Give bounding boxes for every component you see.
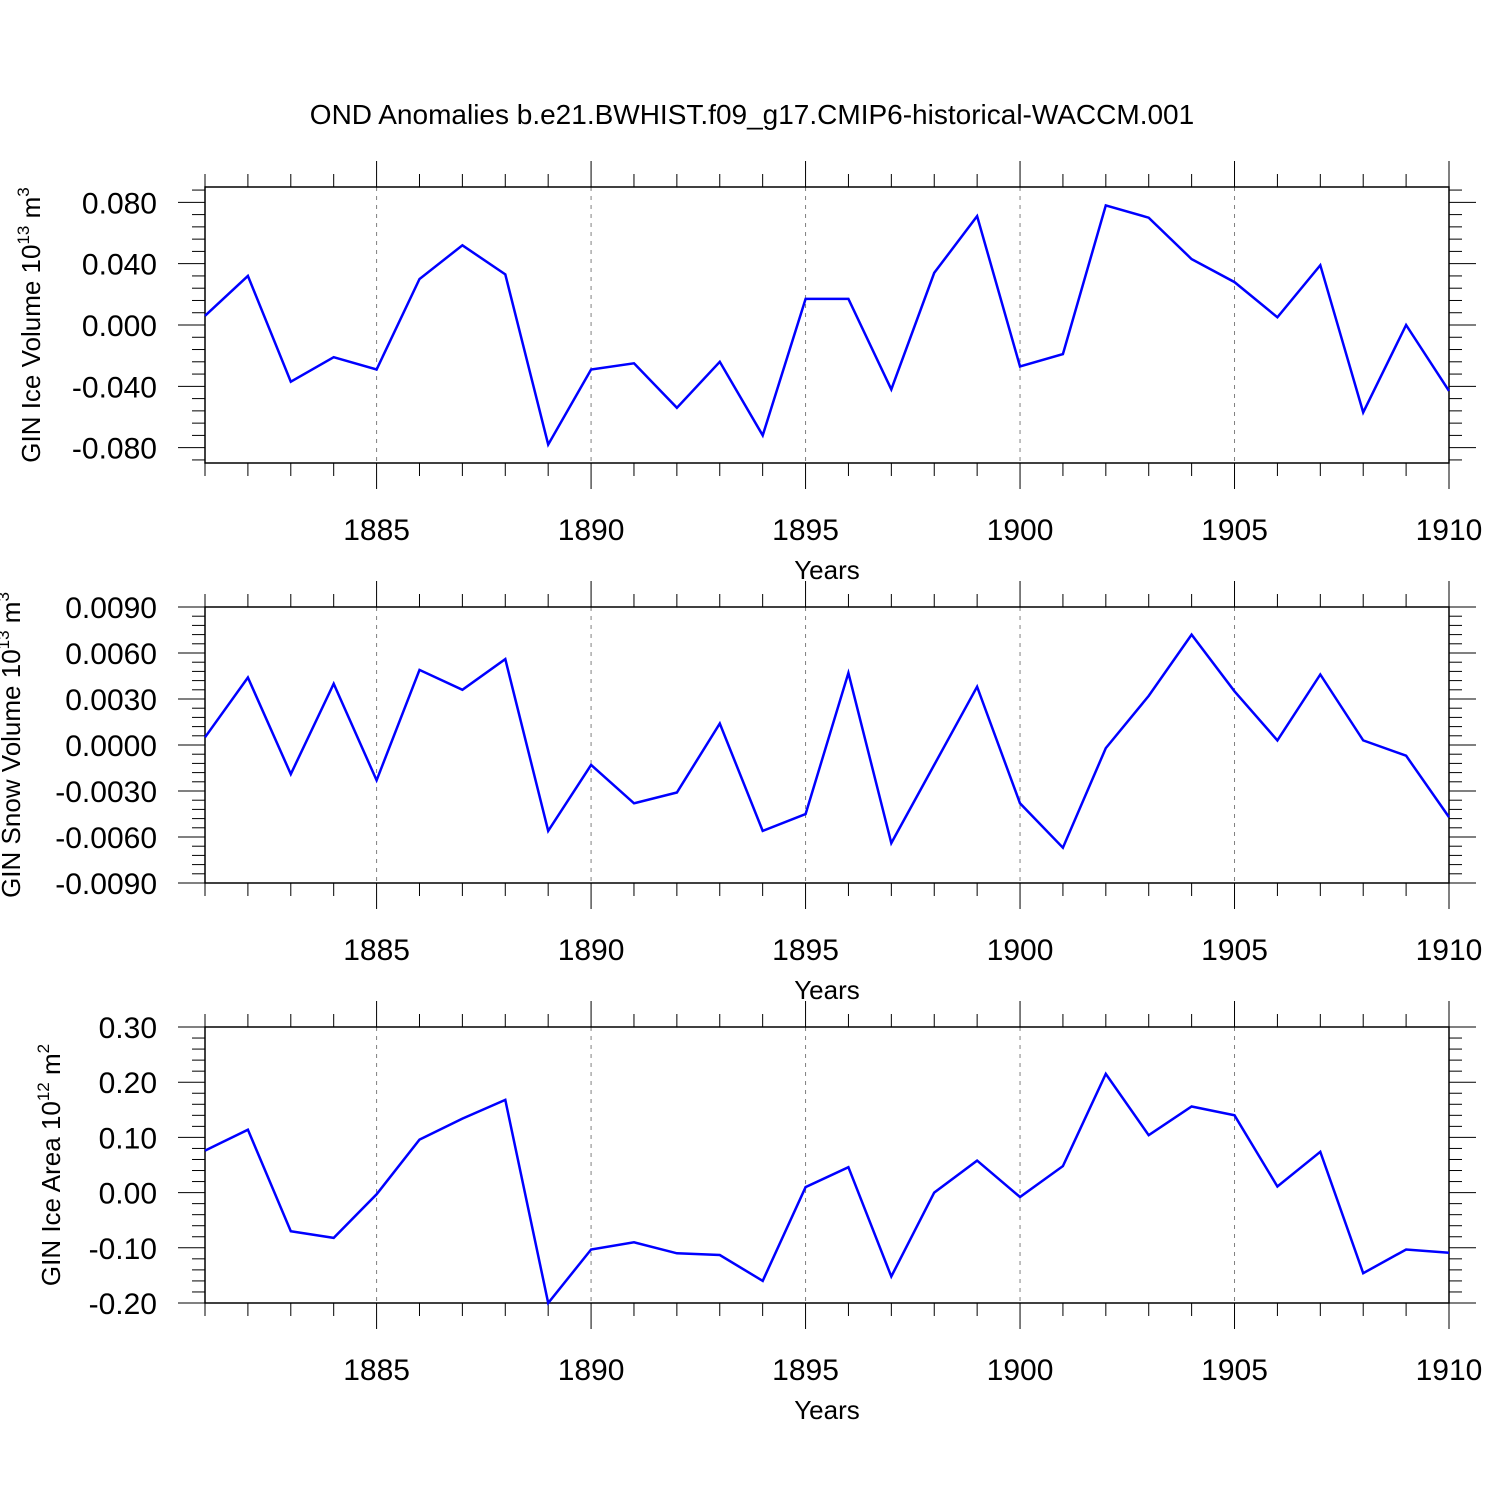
x-tick-label: 1895 [772,934,839,967]
y-axis-label-unit-exponent: 3 [14,187,33,196]
y-tick-label: -0.080 [72,433,157,466]
y-tick-label: 0.0090 [65,592,157,625]
x-tick-label: 1885 [343,514,410,547]
y-axis-label-unit-exponent: 3 [0,592,13,601]
y-axis-label-main: GIN Ice Volume 10 [16,245,46,463]
x-tick-label: 1910 [1416,1354,1483,1387]
y-tick-label: 0.040 [82,249,157,282]
panel-3: -0.20 -0.10 0.00 0.10 0.20 0.30 1885 1890 1895 19… [34,1001,1482,1425]
x-tick-label: 1895 [772,514,839,547]
x-tick-label: 1890 [558,514,625,547]
plot-frame [204,606,1450,884]
x-axis-label: Years [794,1395,860,1425]
y-tick-label: 0.00 [99,1178,157,1211]
y-axis-label-unit: m [0,602,26,631]
x-tick-label: 1900 [987,514,1054,547]
y-axis-label-exponent: 12 [34,1082,53,1101]
y-axis-label-unit: m [16,197,46,226]
x-tick-label: 1905 [1201,514,1268,547]
panel-1: -0.080 -0.040 0.000 0.040 0.080 1885 1890 1895 1… [14,161,1482,585]
x-tick-label: 1885 [343,934,410,967]
y-tick-label: 0.0000 [65,730,157,763]
x-axis-label: Years [794,975,860,1005]
y-axis-label: GIN Ice Volume 1013 m3 [14,187,46,463]
x-tick-label: 1885 [343,1354,410,1387]
plot-frame [204,1026,1450,1304]
y-axis-label: GIN Snow Volume 1013 m3 [0,592,26,898]
y-axis-label-exponent: 13 [0,630,13,649]
x-tick-label: 1895 [772,1354,839,1387]
y-tick-label: -0.0090 [55,868,157,901]
panel-2: -0.0090 -0.0060 -0.0030 0.0000 0.0030 0.0060 0… [0,581,1482,1005]
x-axis-label: Years [794,555,860,585]
x-tick-label: 1910 [1416,934,1483,967]
y-axis-label-exponent: 13 [14,226,33,245]
y-tick-label: -0.040 [72,371,157,404]
y-tick-label: -0.0060 [55,822,157,855]
series-line [204,203,1451,448]
x-tick-label: 1890 [558,934,625,967]
y-tick-label: 0.080 [82,187,157,220]
x-tick-label: 1900 [987,1354,1054,1387]
x-tick-label: 1900 [987,934,1054,967]
chart-title: OND Anomalies b.e21.BWHIST.f09_g17.CMIP6… [310,99,1194,130]
y-axis-label-unit-exponent: 2 [34,1044,53,1053]
y-axis-label-main: GIN Ice Area 10 [36,1101,66,1286]
plot-frame [204,186,1450,464]
y-tick-label: 0.000 [82,310,157,343]
y-tick-label: 0.0030 [65,684,157,717]
x-tick-label: 1890 [558,1354,625,1387]
y-tick-label: 0.10 [99,1122,157,1155]
chart-panels: -0.080 -0.040 0.000 0.040 0.080 1885 1890 1895 1… [0,161,1482,1425]
y-tick-label: 0.0060 [65,638,157,671]
y-tick-label: -0.20 [89,1288,157,1321]
y-axis-label-main: GIN Snow Volume 10 [0,649,26,898]
series-line [204,1071,1450,1306]
y-tick-label: -0.10 [89,1233,157,1266]
x-tick-label: 1910 [1416,514,1483,547]
x-tick-label: 1905 [1201,1354,1268,1387]
series-line [203,632,1451,850]
x-tick-label: 1905 [1201,934,1268,967]
y-tick-label: 0.20 [99,1067,157,1100]
y-axis-label-unit: m [36,1053,66,1082]
y-axis-label: GIN Ice Area 1012 m2 [34,1044,66,1286]
y-tick-label: 0.30 [99,1012,157,1045]
y-tick-label: -0.0030 [55,776,157,809]
